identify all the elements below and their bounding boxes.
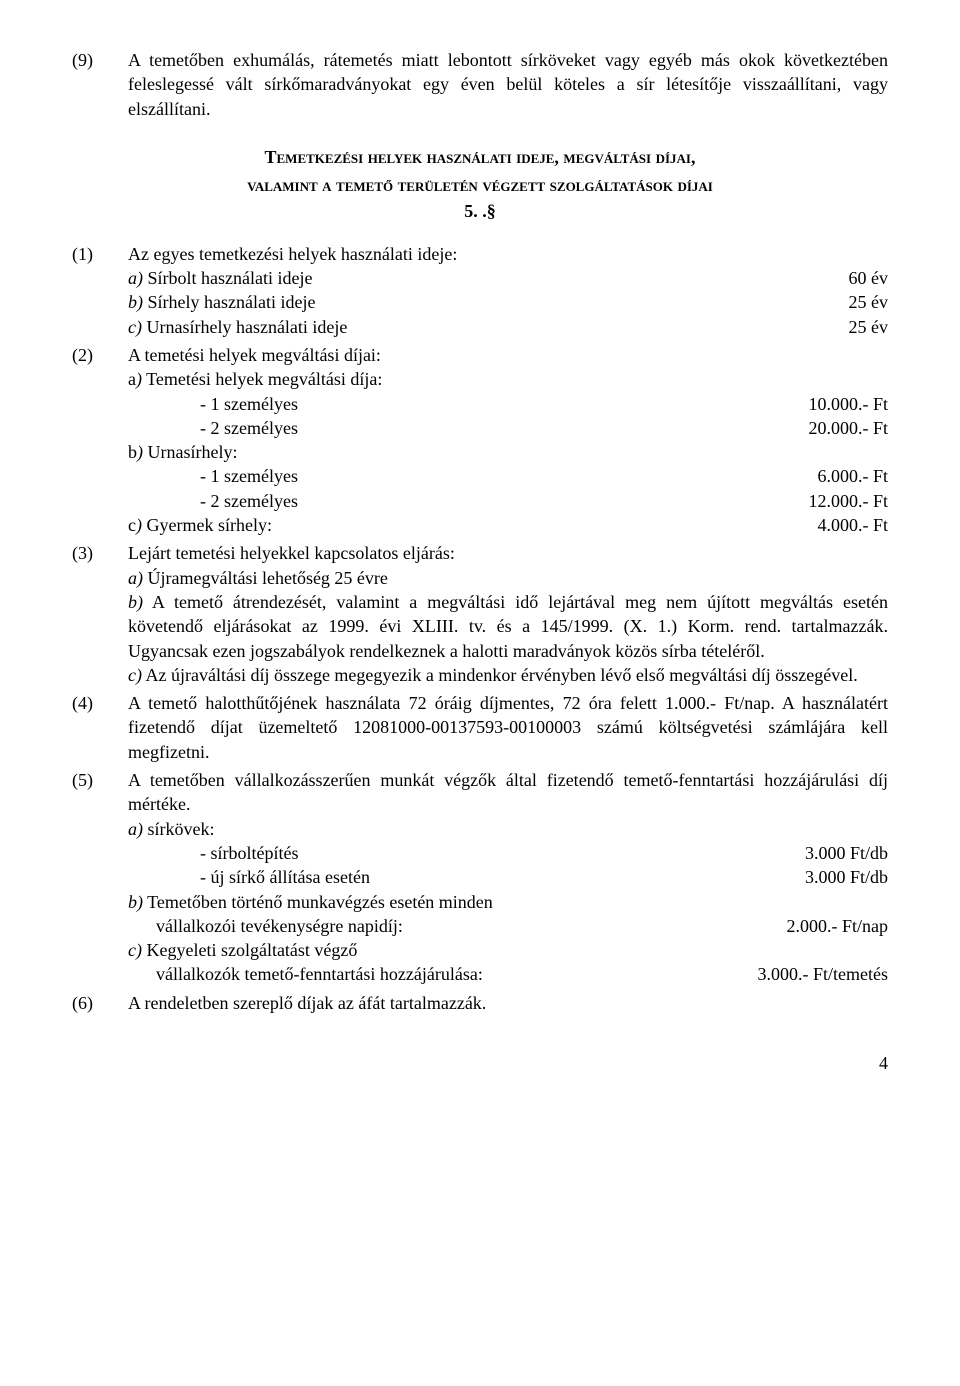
para-5-c-line: vállalkozók temető-fenntartási hozzájáru… xyxy=(128,962,888,986)
para-5-a2-text: - új sírkő állítása esetén xyxy=(128,865,789,889)
para-2-a2-value: 20.000.- Ft xyxy=(792,416,888,440)
para-5-a1-value: 3.000 Ft/db xyxy=(789,841,888,865)
paragraph-3: (3) Lejárt temetési helyekkel kapcsolato… xyxy=(72,541,888,687)
para-5-c-label: c) xyxy=(128,940,142,960)
para-2-body: A temetési helyek megváltási díjai: a) T… xyxy=(128,343,888,537)
para-2-b2-text: - 2 személyes xyxy=(128,489,792,513)
para-1-item-a: a) Sírbolt használati ideje 60 év xyxy=(128,266,888,290)
para-3-a-text: Újramegváltási lehetőség 25 évre xyxy=(143,568,388,588)
para-2-a1-text: - 1 személyes xyxy=(128,392,792,416)
para-1-a-label: a) xyxy=(128,268,143,288)
para-6-text: A rendeletben szereplő díjak az áfát tar… xyxy=(128,991,888,1015)
para-2-a1-value: 10.000.- Ft xyxy=(792,392,888,416)
para-2-b1-value: 6.000.- Ft xyxy=(801,464,888,488)
para-2-c-text: Gyermek sírhely: xyxy=(142,515,272,535)
paragraph-9: (9) A temetőben exhumálás, rátemetés mia… xyxy=(72,48,888,121)
para-1-body: Az egyes temetkezési helyek használati i… xyxy=(128,242,888,339)
para-5-number: (5) xyxy=(72,768,128,792)
para-1-number: (1) xyxy=(72,242,128,266)
para-5-c-value: 3.000.- Ft/temetés xyxy=(742,962,888,986)
para-2-b-label: b xyxy=(128,442,137,462)
para-2-a-label: a xyxy=(128,369,136,389)
para-1-b-label: b) xyxy=(128,292,143,312)
para-3-number: (3) xyxy=(72,541,128,565)
para-2-number: (2) xyxy=(72,343,128,367)
para-5-b-value: 2.000.- Ft/nap xyxy=(771,914,889,938)
para-1-b-text: Sírhely használati ideje xyxy=(143,292,315,312)
para-3-intro: Lejárt temetési helyekkel kapcsolatos el… xyxy=(128,541,888,565)
para-5-a2-value: 3.000 Ft/db xyxy=(789,865,888,889)
para-1-c-text: Urnasírhely használati ideje xyxy=(142,317,347,337)
para-5-b-label: b) xyxy=(128,892,143,912)
para-1-item-c: c) Urnasírhely használati ideje 25 év xyxy=(128,315,888,339)
para-9-number: (9) xyxy=(72,48,128,72)
para-2-a1: - 1 személyes 10.000.- Ft xyxy=(128,392,888,416)
para-1-c-label: c) xyxy=(128,317,142,337)
para-5-a1-text: - sírboltépítés xyxy=(128,841,789,865)
paragraph-6: (6) A rendeletben szereplő díjak az áfát… xyxy=(72,991,888,1015)
para-5-b-sub-text: vállalkozói tevékenységre napidíj: xyxy=(128,914,771,938)
para-2-c-label: c xyxy=(128,515,136,535)
para-1-b-value: 25 év xyxy=(833,290,889,314)
para-3-item-b: b) A temető átrendezését, valamint a meg… xyxy=(128,590,888,663)
para-3-b-text: A temető átrendezését, valamint a megvál… xyxy=(128,592,888,661)
para-2-a-text: Temetési helyek megváltási díja: xyxy=(142,369,382,389)
para-5-body: A temetőben vállalkozásszerűen munkát vé… xyxy=(128,768,888,987)
para-1-a-text: Sírbolt használati ideje xyxy=(143,268,312,288)
para-5-c-text: Kegyeleti szolgáltatást végző xyxy=(142,940,357,960)
para-2-b-text: Urnasírhely: xyxy=(143,442,237,462)
section-heading-line1: Temetkezési helyek használati ideje, meg… xyxy=(72,145,888,169)
para-3-c-text: Az újraváltási díj összege megegyezik a … xyxy=(142,665,858,685)
section-heading-line2: valamint a temető területén végzett szol… xyxy=(72,173,888,197)
para-5-a1: - sírboltépítés 3.000 Ft/db xyxy=(128,841,888,865)
para-2-b1: - 1 személyes 6.000.- Ft xyxy=(128,464,888,488)
paragraph-2: (2) A temetési helyek megváltási díjai: … xyxy=(72,343,888,537)
para-3-item-c: c) Az újraváltási díj összege megegyezik… xyxy=(128,663,888,687)
para-2-item-b-head: b) Urnasírhely: xyxy=(128,440,888,464)
paragraph-4: (4) A temető halotthűtőjének használata … xyxy=(72,691,888,764)
para-3-b-label: b) xyxy=(128,592,143,612)
para-5-item-b-head: b) Temetőben történő munkavégzés esetén … xyxy=(128,890,888,914)
para-5-a2: - új sírkő állítása esetén 3.000 Ft/db xyxy=(128,865,888,889)
para-1-intro: Az egyes temetkezési helyek használati i… xyxy=(128,242,888,266)
para-1-c-value: 25 év xyxy=(833,315,889,339)
para-2-item-a-head: a) Temetési helyek megváltási díja: xyxy=(128,367,888,391)
para-2-b1-text: - 1 személyes xyxy=(128,464,801,488)
para-5-b-line: vállalkozói tevékenységre napidíj: 2.000… xyxy=(128,914,888,938)
para-2-a2: - 2 személyes 20.000.- Ft xyxy=(128,416,888,440)
para-5-a-text: sírkövek: xyxy=(143,819,215,839)
para-3-a-label: a) xyxy=(128,568,143,588)
para-5-a-label: a) xyxy=(128,819,143,839)
paragraph-1: (1) Az egyes temetkezési helyek használa… xyxy=(72,242,888,339)
para-1-a-value: 60 év xyxy=(833,266,889,290)
para-2-item-c: c) Gyermek sírhely: 4.000.- Ft xyxy=(128,513,888,537)
para-2-a2-text: - 2 személyes xyxy=(128,416,792,440)
para-4-text: A temető halotthűtőjének használata 72 ó… xyxy=(128,691,888,764)
para-2-intro: A temetési helyek megváltási díjai: xyxy=(128,343,888,367)
para-2-b2: - 2 személyes 12.000.- Ft xyxy=(128,489,888,513)
para-3-item-a: a) Újramegváltási lehetőség 25 évre xyxy=(128,566,888,590)
paragraph-5: (5) A temetőben vállalkozásszerűen munká… xyxy=(72,768,888,987)
para-3-body: Lejárt temetési helyekkel kapcsolatos el… xyxy=(128,541,888,687)
para-3-c-label: c) xyxy=(128,665,142,685)
para-5-item-c-head: c) Kegyeleti szolgáltatást végző xyxy=(128,938,888,962)
para-4-number: (4) xyxy=(72,691,128,715)
para-1-item-b: b) Sírhely használati ideje 25 év xyxy=(128,290,888,314)
para-5-c-sub-text: vállalkozók temető-fenntartási hozzájáru… xyxy=(128,962,742,986)
para-6-number: (6) xyxy=(72,991,128,1015)
section-heading-number: 5. .§ xyxy=(72,199,888,223)
para-5-intro: A temetőben vállalkozásszerűen munkát vé… xyxy=(128,768,888,817)
para-9-text: A temetőben exhumálás, rátemetés miatt l… xyxy=(128,48,888,121)
para-5-item-a-head: a) sírkövek: xyxy=(128,817,888,841)
para-2-c-value: 4.000.- Ft xyxy=(801,513,888,537)
para-5-b-text: Temetőben történő munkavégzés esetén min… xyxy=(143,892,493,912)
para-2-b2-value: 12.000.- Ft xyxy=(792,489,888,513)
page-number: 4 xyxy=(72,1051,888,1075)
